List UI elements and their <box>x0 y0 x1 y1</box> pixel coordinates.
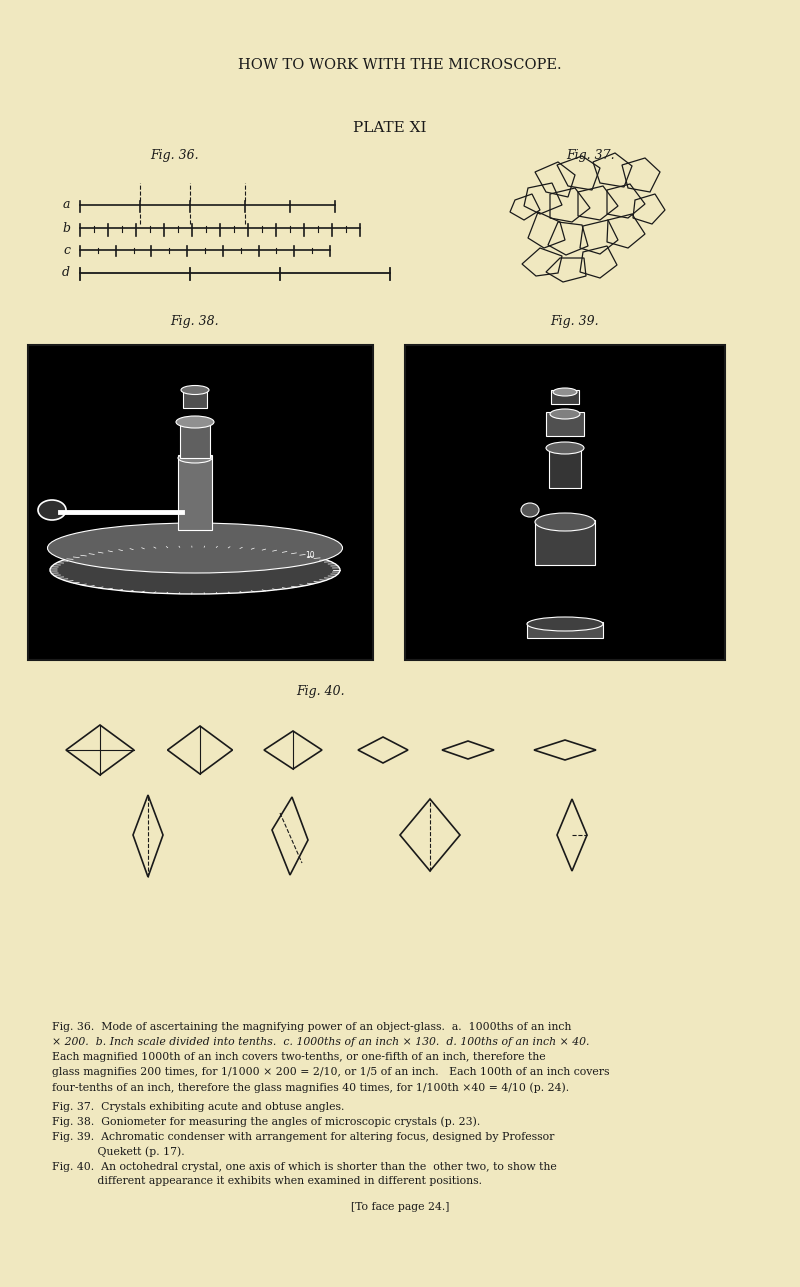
Text: Fig. 36.  Mode of ascertaining the magnifying power of an object-glass.  a.  100: Fig. 36. Mode of ascertaining the magnif… <box>52 1022 571 1032</box>
Text: Fig. 40.  An octohedral crystal, one axis of which is shorter than the  other tw: Fig. 40. An octohedral crystal, one axis… <box>52 1161 557 1171</box>
Ellipse shape <box>521 503 539 517</box>
FancyBboxPatch shape <box>551 390 579 404</box>
Text: Each magnified 1000th of an inch covers two-tenths, or one-fifth of an inch, the: Each magnified 1000th of an inch covers … <box>52 1051 546 1062</box>
FancyBboxPatch shape <box>183 387 207 408</box>
Text: Quekett (p. 17).: Quekett (p. 17). <box>52 1147 185 1157</box>
Text: different appearance it exhibits when examined in different positions.: different appearance it exhibits when ex… <box>52 1176 482 1187</box>
FancyBboxPatch shape <box>535 520 595 565</box>
Text: Fig. 37.: Fig. 37. <box>566 148 614 161</box>
Ellipse shape <box>550 409 580 420</box>
Text: 10: 10 <box>305 551 315 560</box>
Text: Fig. 39.: Fig. 39. <box>550 315 599 328</box>
Text: Fig. 36.: Fig. 36. <box>150 148 199 161</box>
Text: a: a <box>62 198 70 211</box>
FancyBboxPatch shape <box>527 622 603 638</box>
Text: c: c <box>63 243 70 256</box>
Text: four-tenths of an inch, therefore the glass magnifies 40 times, for 1/100th ×40 : four-tenths of an inch, therefore the gl… <box>52 1082 569 1093</box>
Text: Fig. 40.: Fig. 40. <box>296 686 344 699</box>
Text: b: b <box>62 221 70 234</box>
FancyBboxPatch shape <box>549 447 581 488</box>
Ellipse shape <box>527 616 603 631</box>
FancyBboxPatch shape <box>28 345 373 660</box>
Ellipse shape <box>176 416 214 429</box>
Ellipse shape <box>178 453 212 463</box>
Ellipse shape <box>50 546 340 595</box>
FancyBboxPatch shape <box>405 345 725 660</box>
Ellipse shape <box>546 441 584 454</box>
Text: Fig. 37.  Crystals exhibiting acute and obtuse angles.: Fig. 37. Crystals exhibiting acute and o… <box>52 1102 344 1112</box>
FancyBboxPatch shape <box>546 412 584 436</box>
Text: [To face page 24.]: [To face page 24.] <box>351 1202 449 1212</box>
Ellipse shape <box>535 514 595 532</box>
Ellipse shape <box>47 523 342 573</box>
Text: d: d <box>62 266 70 279</box>
Text: Fig. 38.: Fig. 38. <box>170 315 219 328</box>
Text: Fig. 38.  Goniometer for measuring the angles of microscopic crystals (p. 23).: Fig. 38. Goniometer for measuring the an… <box>52 1117 480 1127</box>
Ellipse shape <box>38 501 66 520</box>
Text: PLATE XI: PLATE XI <box>354 121 426 135</box>
Text: Fig. 39.  Achromatic condenser with arrangement for altering focus, designed by : Fig. 39. Achromatic condenser with arran… <box>52 1131 554 1142</box>
Text: × 200.  b. Inch scale divided into tenths.  c. 1000ths of an inch × 130.  d. 100: × 200. b. Inch scale divided into tenths… <box>52 1037 590 1048</box>
Ellipse shape <box>553 387 577 396</box>
Text: HOW TO WORK WITH THE MICROSCOPE.: HOW TO WORK WITH THE MICROSCOPE. <box>238 58 562 72</box>
FancyBboxPatch shape <box>178 456 212 530</box>
FancyBboxPatch shape <box>180 420 210 458</box>
Ellipse shape <box>181 386 209 395</box>
Text: glass magnifies 200 times, for 1/1000 × 200 = 2/10, or 1/5 of an inch.   Each 10: glass magnifies 200 times, for 1/1000 × … <box>52 1067 610 1077</box>
